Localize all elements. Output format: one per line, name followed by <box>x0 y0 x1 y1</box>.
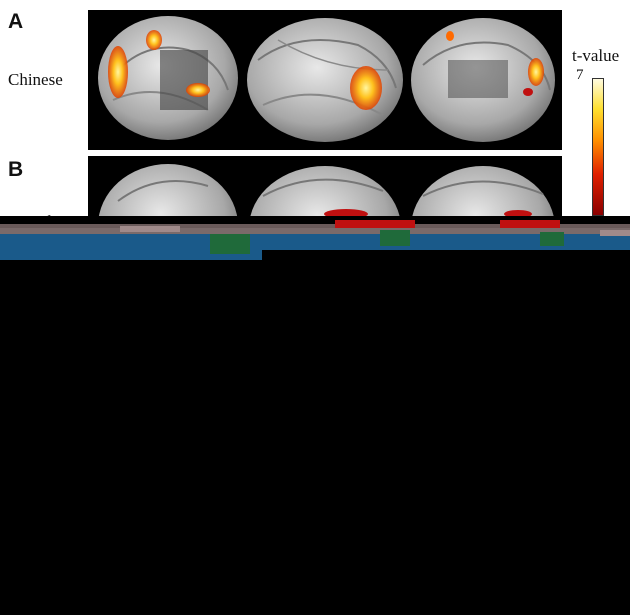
brain-view-b2 <box>250 166 400 216</box>
activation-blob <box>446 31 454 41</box>
activation-blob <box>528 58 544 86</box>
activation-blob <box>523 88 533 96</box>
panel-a-row-label: Chinese <box>8 70 63 89</box>
panel-b-letter: B <box>8 158 24 181</box>
brain-view-b3 <box>412 166 554 216</box>
activation-blob <box>186 83 210 97</box>
brain-view-a2 <box>247 18 403 142</box>
colorbar-title: t-value <box>572 46 620 65</box>
activation-blob <box>504 210 532 216</box>
brain-view-a3 <box>411 18 555 142</box>
panel-b-brain-images <box>88 156 562 216</box>
corrupted-image-band <box>0 216 630 262</box>
brain-view-b1 <box>98 164 238 216</box>
brain-view-a1 <box>98 16 238 140</box>
activation-blob <box>324 209 368 216</box>
activation-blob <box>108 46 128 98</box>
activation-blob <box>350 66 382 110</box>
colorbar <box>592 78 604 216</box>
panel-a-letter: A <box>8 10 24 33</box>
colorbar-max-label: 7 <box>576 67 584 83</box>
panel-a-brain-images <box>88 10 562 150</box>
activation-blob <box>146 30 162 50</box>
